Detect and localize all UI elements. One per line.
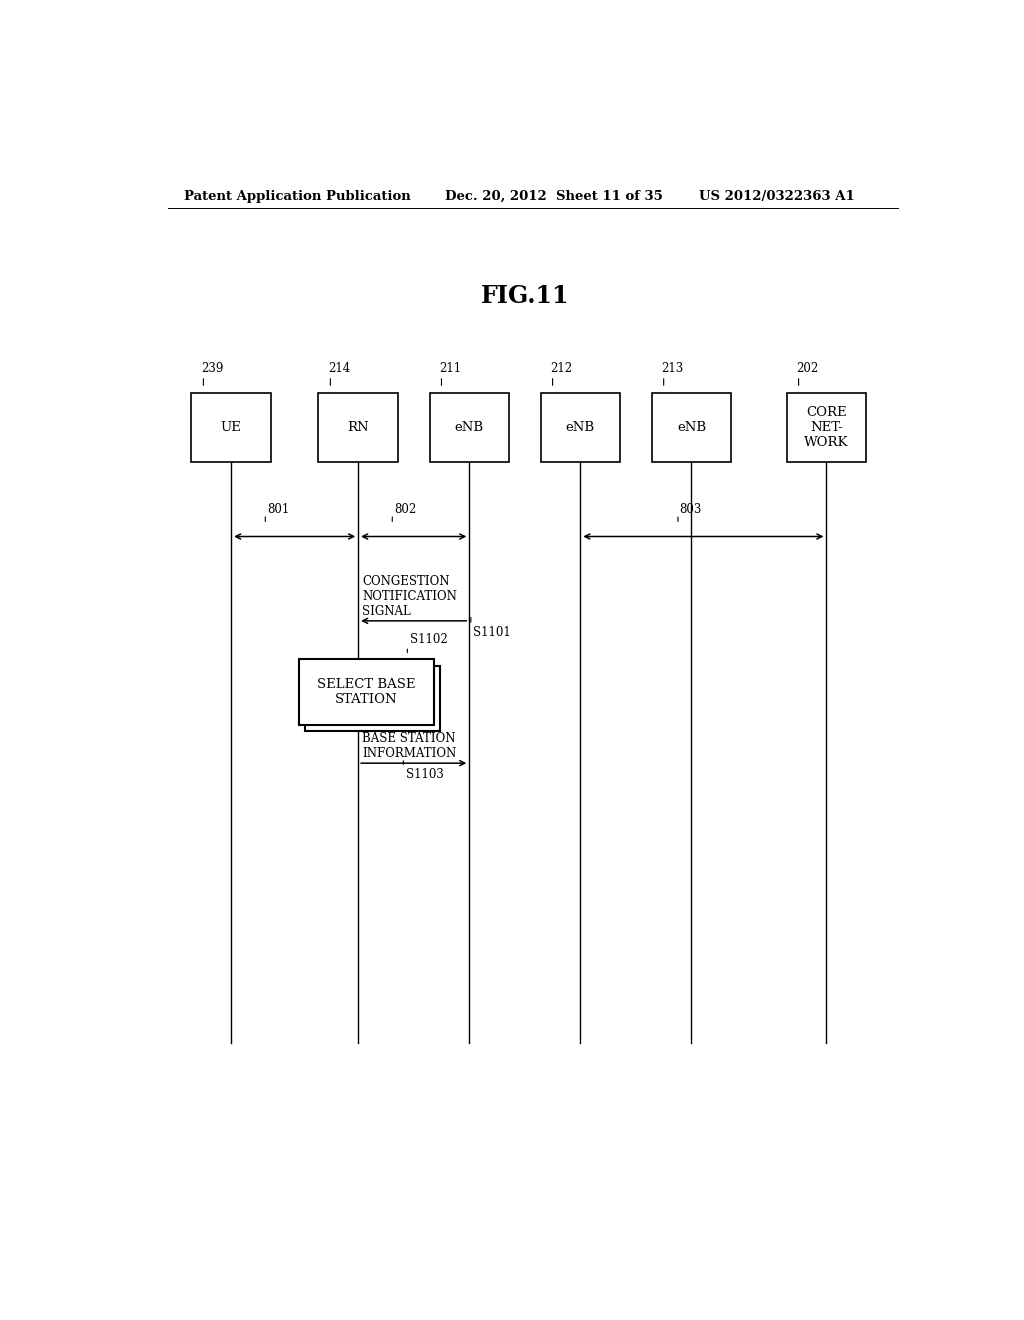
Text: RN: RN — [347, 421, 369, 434]
Text: 211: 211 — [439, 362, 461, 375]
Text: SELECT BASE
STATION: SELECT BASE STATION — [316, 678, 416, 706]
Text: 213: 213 — [662, 362, 684, 375]
Text: Patent Application Publication: Patent Application Publication — [183, 190, 411, 202]
Text: eNB: eNB — [677, 421, 706, 434]
Text: eNB: eNB — [566, 421, 595, 434]
Text: 802: 802 — [394, 503, 416, 516]
Text: 214: 214 — [328, 362, 350, 375]
Text: 212: 212 — [550, 362, 572, 375]
Bar — [651, 393, 731, 462]
Text: BASE STATION
INFORMATION: BASE STATION INFORMATION — [362, 733, 457, 760]
Text: eNB: eNB — [455, 421, 483, 434]
Bar — [191, 393, 270, 462]
Text: 801: 801 — [267, 503, 289, 516]
Text: 202: 202 — [797, 362, 818, 375]
Bar — [541, 393, 620, 462]
Text: UE: UE — [221, 421, 242, 434]
Text: S1101: S1101 — [473, 626, 511, 639]
Text: CORE
NET-
WORK: CORE NET- WORK — [804, 407, 849, 449]
Text: S1102: S1102 — [410, 634, 447, 647]
Text: CONGESTION
NOTIFICATION
SIGNAL: CONGESTION NOTIFICATION SIGNAL — [362, 574, 457, 618]
Text: US 2012/0322363 A1: US 2012/0322363 A1 — [699, 190, 855, 202]
Text: 239: 239 — [201, 362, 223, 375]
Text: 803: 803 — [680, 503, 701, 516]
Bar — [318, 393, 397, 462]
Text: Dec. 20, 2012  Sheet 11 of 35: Dec. 20, 2012 Sheet 11 of 35 — [445, 190, 664, 202]
Text: FIG.11: FIG.11 — [480, 284, 569, 308]
Bar — [786, 393, 866, 462]
Bar — [430, 393, 509, 462]
Bar — [299, 660, 433, 725]
Bar — [305, 665, 440, 731]
Text: S1103: S1103 — [406, 768, 443, 781]
